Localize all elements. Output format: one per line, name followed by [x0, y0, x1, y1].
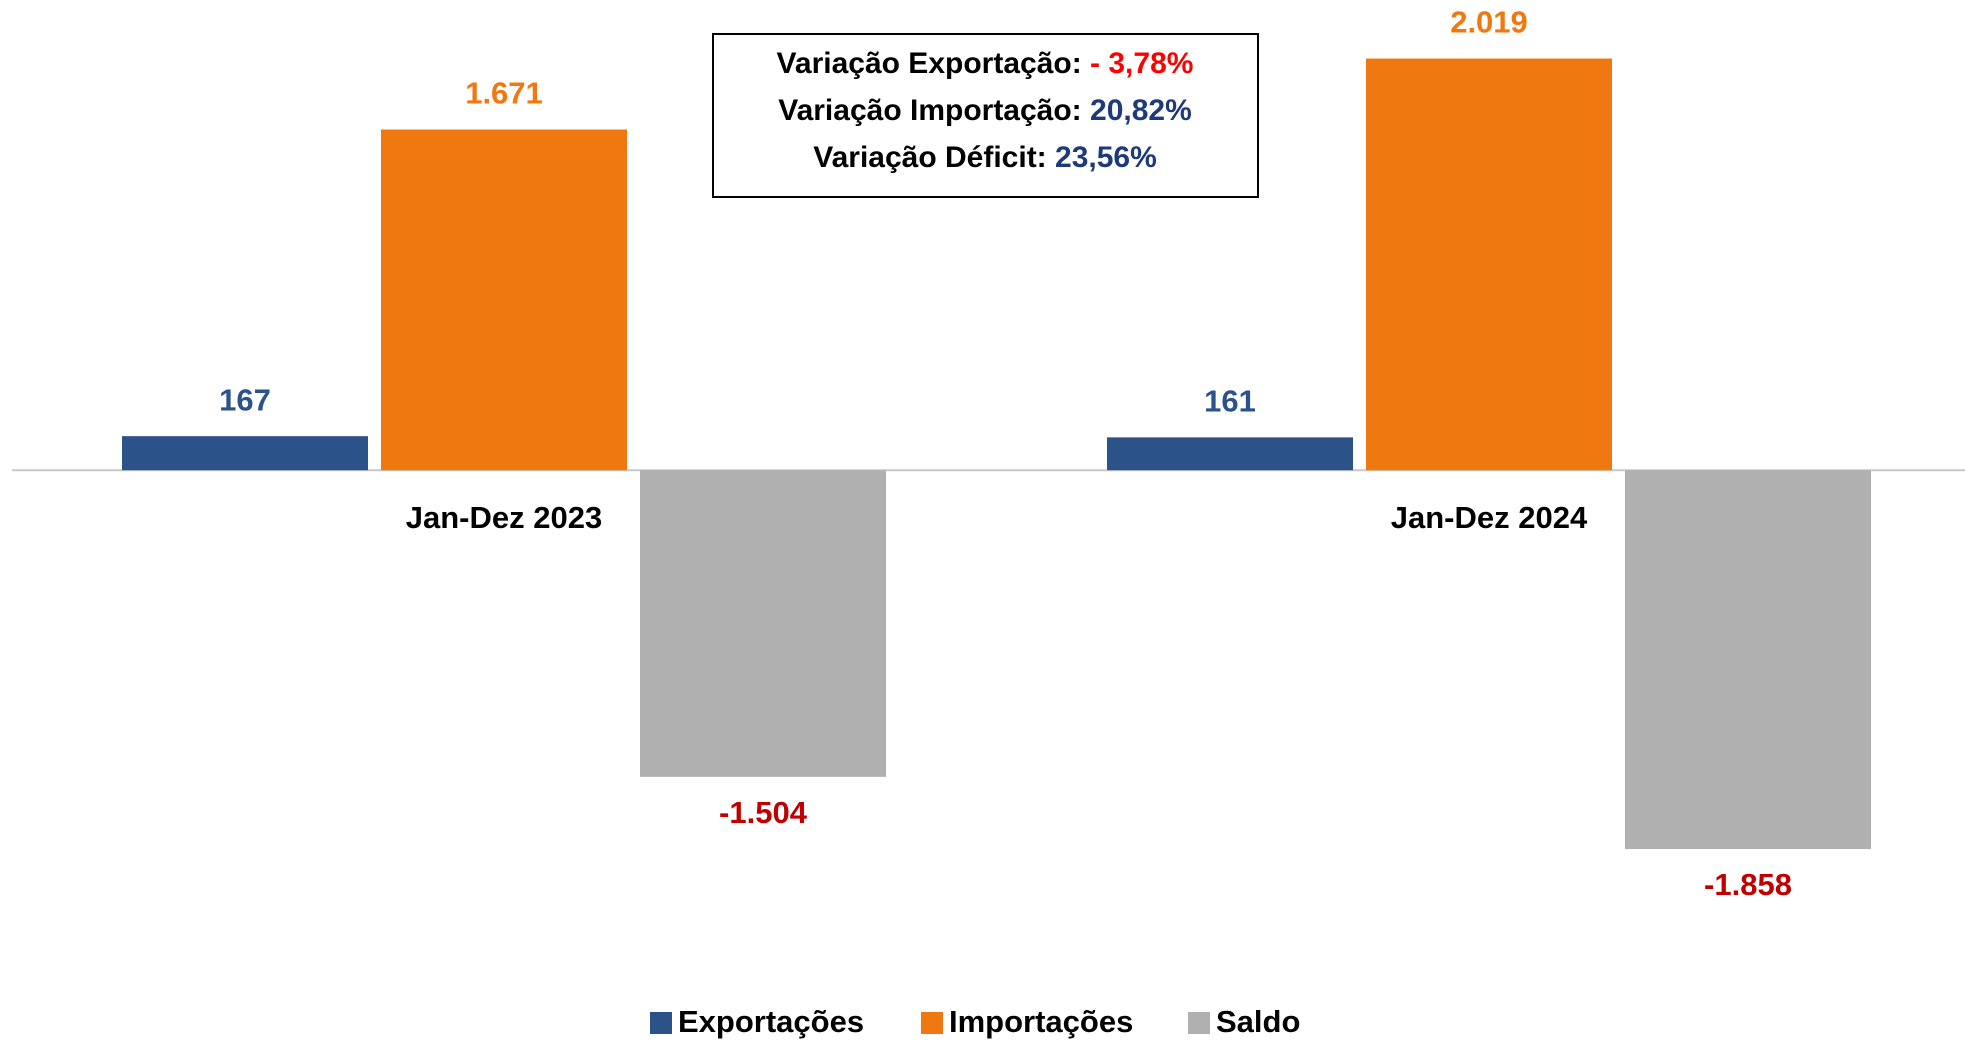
data-label: 161	[1204, 384, 1256, 419]
legend-swatch	[921, 1012, 943, 1034]
legend-swatch	[1188, 1012, 1210, 1034]
legend-label: Importações	[949, 1004, 1133, 1039]
x-tick-label: Jan-Dez 2023	[406, 500, 602, 535]
bar	[122, 436, 368, 471]
bar	[1625, 470, 1871, 850]
data-label: 167	[219, 382, 271, 417]
data-label: 2.019	[1450, 5, 1528, 40]
legend-label: Saldo	[1216, 1004, 1300, 1039]
bar	[1107, 437, 1353, 471]
data-label: -1.504	[719, 795, 808, 830]
x-tick-label: Jan-Dez 2024	[1391, 500, 1588, 535]
annotation-value: - 3,78%	[1090, 47, 1193, 80]
annotation-line: Variação Déficit: 23,56%	[813, 141, 1157, 174]
annotation-label: Variação Importação:	[778, 94, 1081, 127]
annotation-value: 23,56%	[1055, 141, 1157, 174]
bar	[640, 470, 886, 777]
legend-swatch	[650, 1012, 672, 1034]
bar	[381, 129, 627, 471]
annotation-line: Variação Importação: 20,82%	[778, 94, 1192, 127]
legend-label: Exportações	[678, 1004, 864, 1039]
data-label: -1.858	[1704, 867, 1792, 902]
annotation-box	[712, 33, 1259, 198]
annotation-label: Variação Exportação:	[777, 47, 1082, 80]
annotation-value: 20,82%	[1090, 94, 1192, 127]
data-label: 1.671	[465, 76, 543, 111]
bar	[1366, 58, 1612, 471]
annotation-line: Variação Exportação: - 3,78%	[777, 47, 1194, 80]
annotation-label: Variação Déficit:	[813, 141, 1046, 174]
